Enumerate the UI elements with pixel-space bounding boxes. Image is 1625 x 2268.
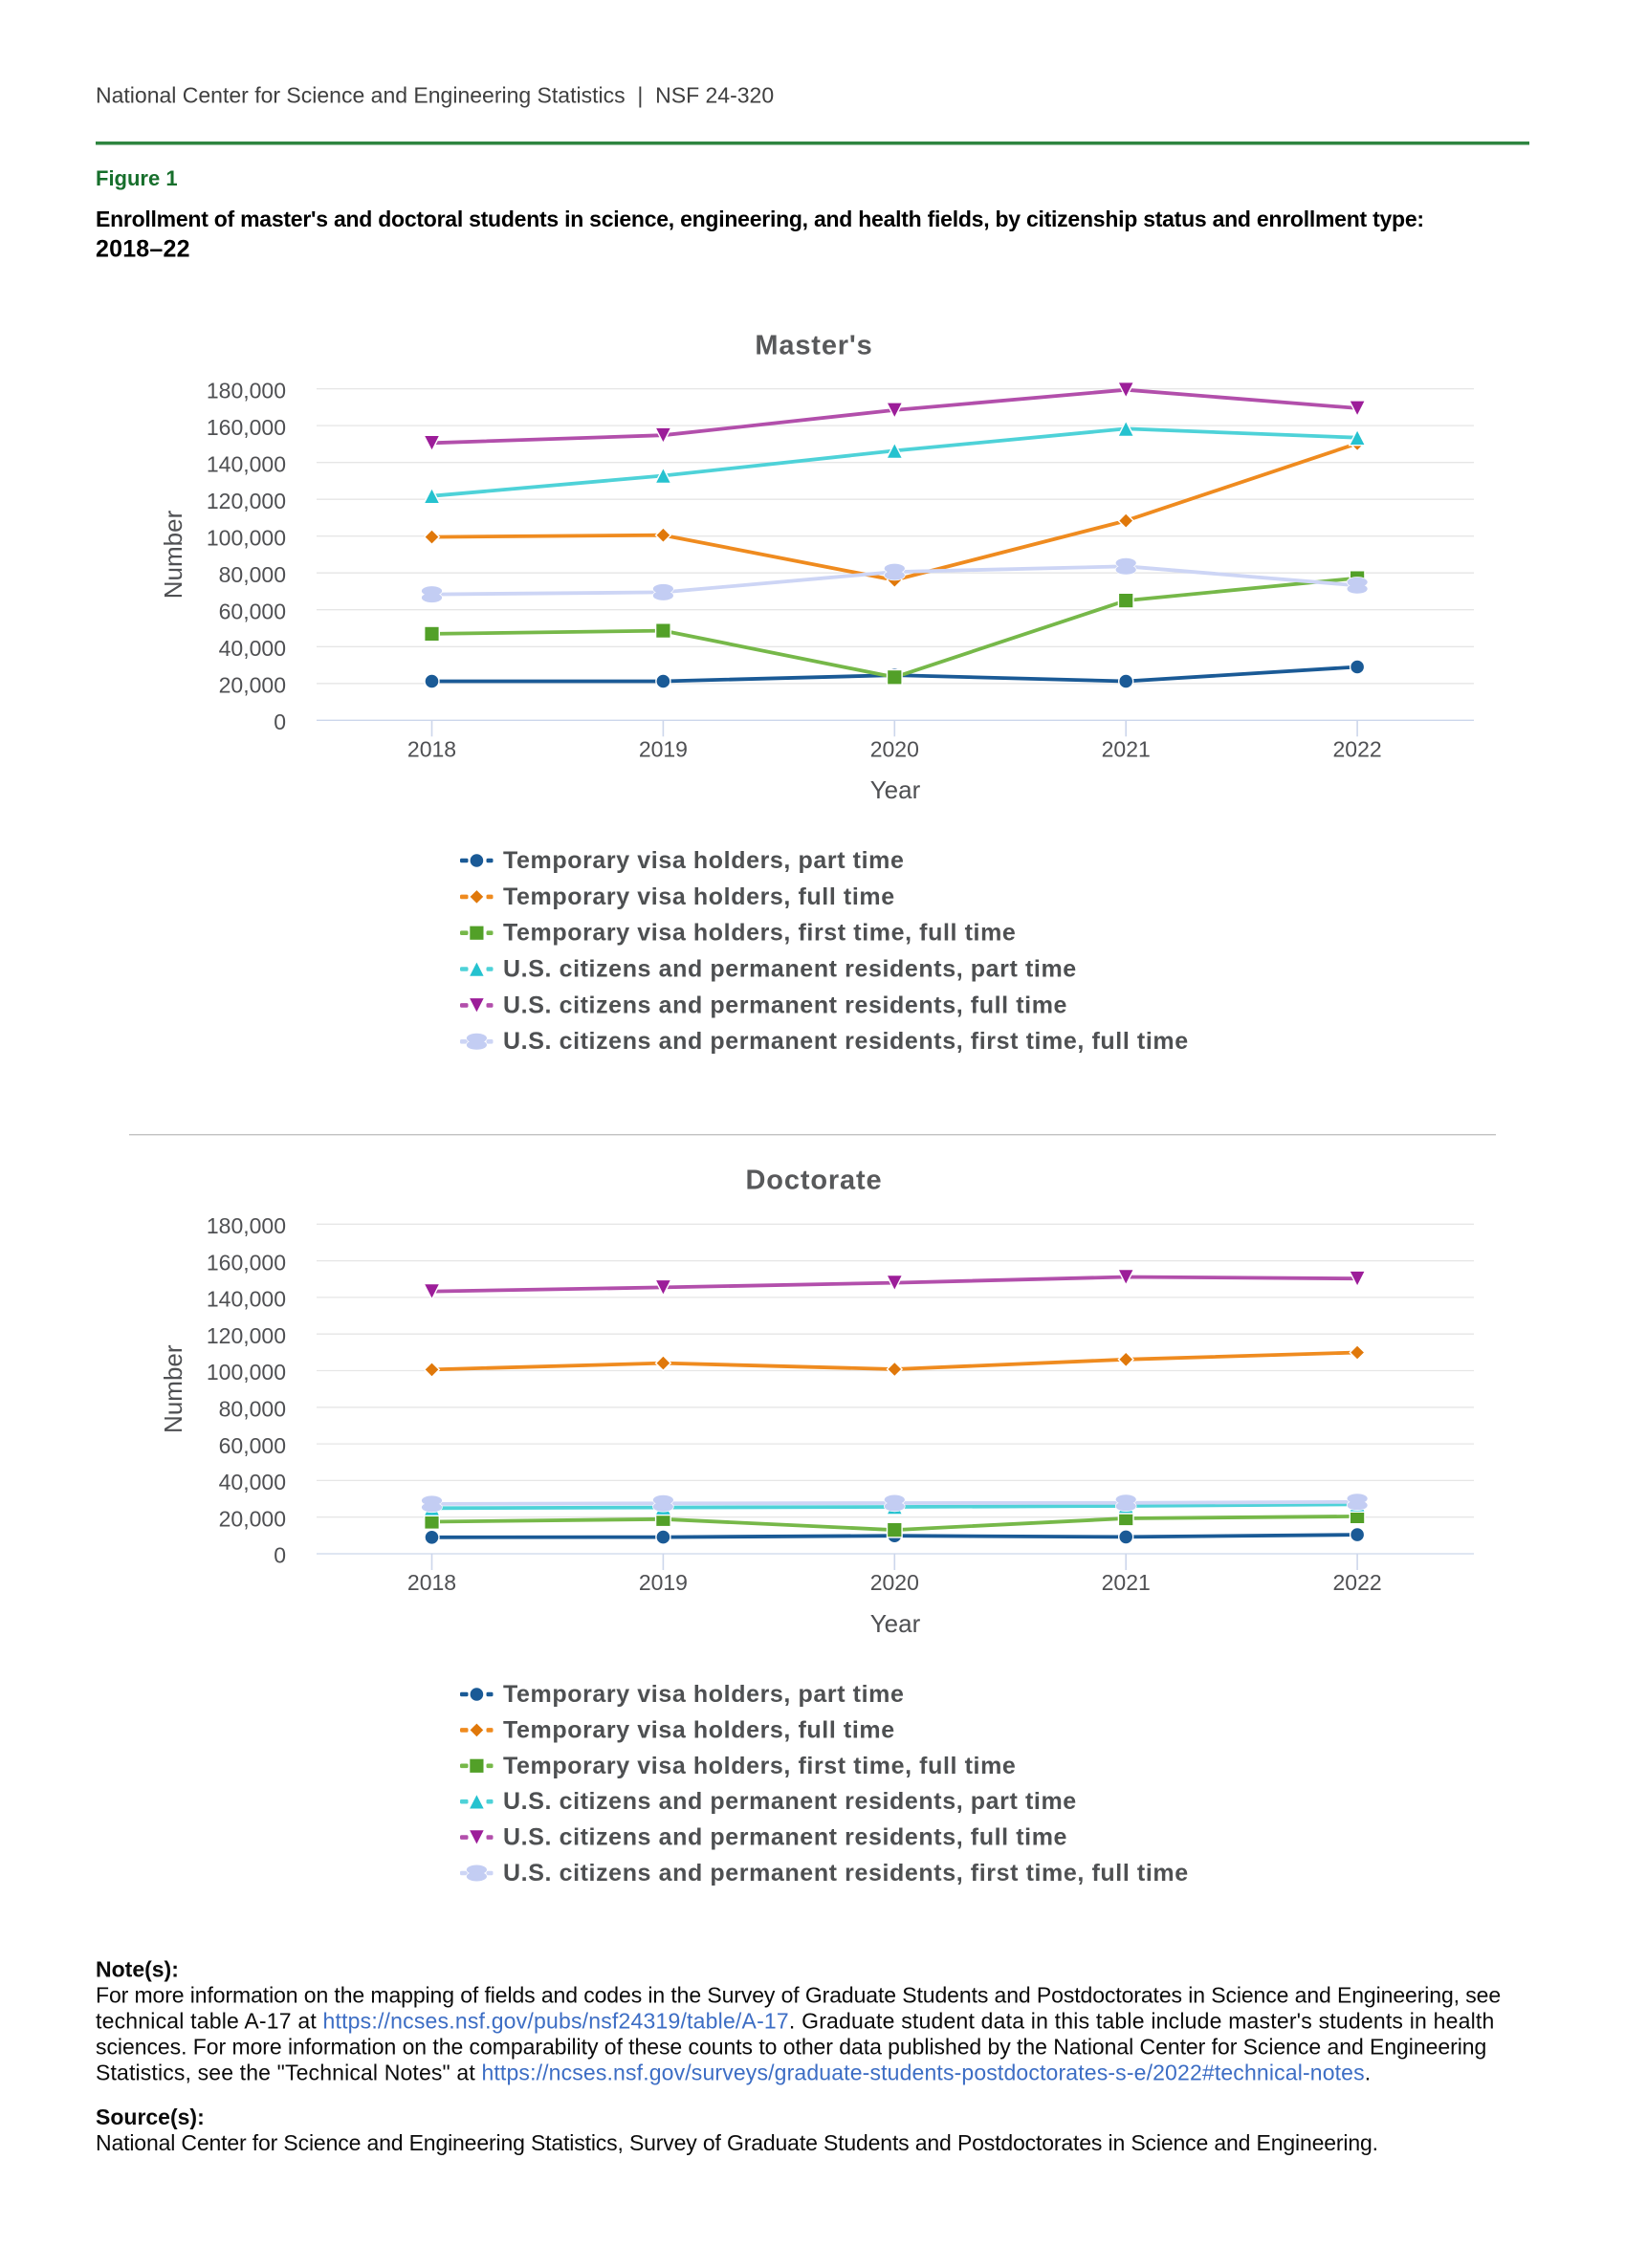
- svg-text:Number: Number: [159, 1344, 187, 1433]
- svg-text:Figure 1: Figure 1: [96, 166, 178, 190]
- svg-text:0: 0: [274, 1543, 286, 1568]
- svg-text:U.S. citizens and permanent re: U.S. citizens and permanent residents, f…: [503, 1028, 1189, 1055]
- svg-text:U.S. citizens and permanent re: U.S. citizens and permanent residents, f…: [503, 992, 1067, 1018]
- svg-text:60,000: 60,000: [219, 1433, 286, 1458]
- svg-text:Year: Year: [870, 1609, 921, 1638]
- svg-text:Doctorate: Doctorate: [745, 1166, 882, 1196]
- svg-text:2018: 2018: [407, 1570, 456, 1595]
- svg-text:20,000: 20,000: [219, 673, 286, 698]
- svg-text:U.S. citizens and permanent re: U.S. citizens and permanent residents, f…: [503, 1860, 1189, 1886]
- svg-text:Statistics, see the "Technical: Statistics, see the "Technical Notes" at…: [96, 2061, 1371, 2085]
- svg-text:2022: 2022: [1333, 1570, 1382, 1595]
- svg-text:60,000: 60,000: [219, 599, 286, 623]
- svg-text:Temporary visa holders, full t: Temporary visa holders, full time: [503, 1716, 895, 1743]
- svg-text:100,000: 100,000: [207, 525, 286, 550]
- svg-text:80,000: 80,000: [219, 562, 286, 587]
- svg-text:140,000: 140,000: [207, 1287, 286, 1312]
- svg-text:40,000: 40,000: [219, 636, 286, 661]
- svg-text:160,000: 160,000: [207, 1250, 286, 1275]
- svg-text:2021: 2021: [1102, 1570, 1151, 1595]
- svg-text:140,000: 140,000: [207, 451, 286, 476]
- svg-text:40,000: 40,000: [219, 1470, 286, 1494]
- svg-text:180,000: 180,000: [207, 378, 286, 403]
- svg-text:Temporary visa holders, first: Temporary visa holders, first time, full…: [503, 920, 1016, 947]
- svg-text:2019: 2019: [639, 737, 688, 762]
- svg-text:160,000: 160,000: [207, 415, 286, 440]
- svg-text:Source(s):: Source(s):: [96, 2104, 205, 2129]
- svg-text:2020: 2020: [870, 1570, 919, 1595]
- svg-text:National Center for Science an: National Center for Science and Engineer…: [96, 83, 774, 108]
- svg-text:Master's: Master's: [755, 331, 872, 361]
- svg-text:100,000: 100,000: [207, 1360, 286, 1385]
- svg-text:U.S. citizens and permanent re: U.S. citizens and permanent residents, p…: [503, 956, 1077, 983]
- svg-text:2018–22: 2018–22: [96, 236, 190, 263]
- svg-text:Temporary visa holders, part t: Temporary visa holders, part time: [503, 847, 904, 874]
- svg-text:80,000: 80,000: [219, 1397, 286, 1422]
- svg-text:technical table A-17 at https:: technical table A-17 at https://ncses.ns…: [96, 2009, 1494, 2034]
- svg-text:Temporary visa holders, first: Temporary visa holders, first time, full…: [503, 1753, 1016, 1779]
- svg-text:20,000: 20,000: [219, 1506, 286, 1531]
- svg-text:180,000: 180,000: [207, 1213, 286, 1238]
- svg-text:Enrollment of master's and doc: Enrollment of master's and doctoral stud…: [96, 207, 1424, 231]
- svg-text:2018: 2018: [407, 737, 456, 762]
- svg-text:U.S. citizens and permanent re: U.S. citizens and permanent residents, f…: [503, 1824, 1067, 1851]
- svg-text:2019: 2019: [639, 1570, 688, 1595]
- svg-text:2022: 2022: [1333, 737, 1382, 762]
- svg-text:120,000: 120,000: [207, 1323, 286, 1348]
- svg-text:For more information on the ma: For more information on the mapping of f…: [96, 1983, 1501, 2008]
- svg-text:National Center for Science an: National Center for Science and Engineer…: [96, 2130, 1378, 2155]
- svg-text:2021: 2021: [1102, 737, 1151, 762]
- svg-text:120,000: 120,000: [207, 489, 286, 513]
- svg-text:2020: 2020: [870, 737, 919, 762]
- svg-text:0: 0: [274, 709, 286, 734]
- svg-text:Note(s):: Note(s):: [96, 1957, 179, 1982]
- svg-text:U.S. citizens and permanent re: U.S. citizens and permanent residents, p…: [503, 1788, 1077, 1815]
- svg-text:Temporary visa holders, full t: Temporary visa holders, full time: [503, 883, 895, 910]
- svg-text:Year: Year: [870, 775, 921, 804]
- svg-text:Temporary visa holders, part t: Temporary visa holders, part time: [503, 1681, 904, 1708]
- svg-text:Number: Number: [159, 510, 187, 599]
- svg-text:sciences. For more information: sciences. For more information on the co…: [96, 2034, 1486, 2059]
